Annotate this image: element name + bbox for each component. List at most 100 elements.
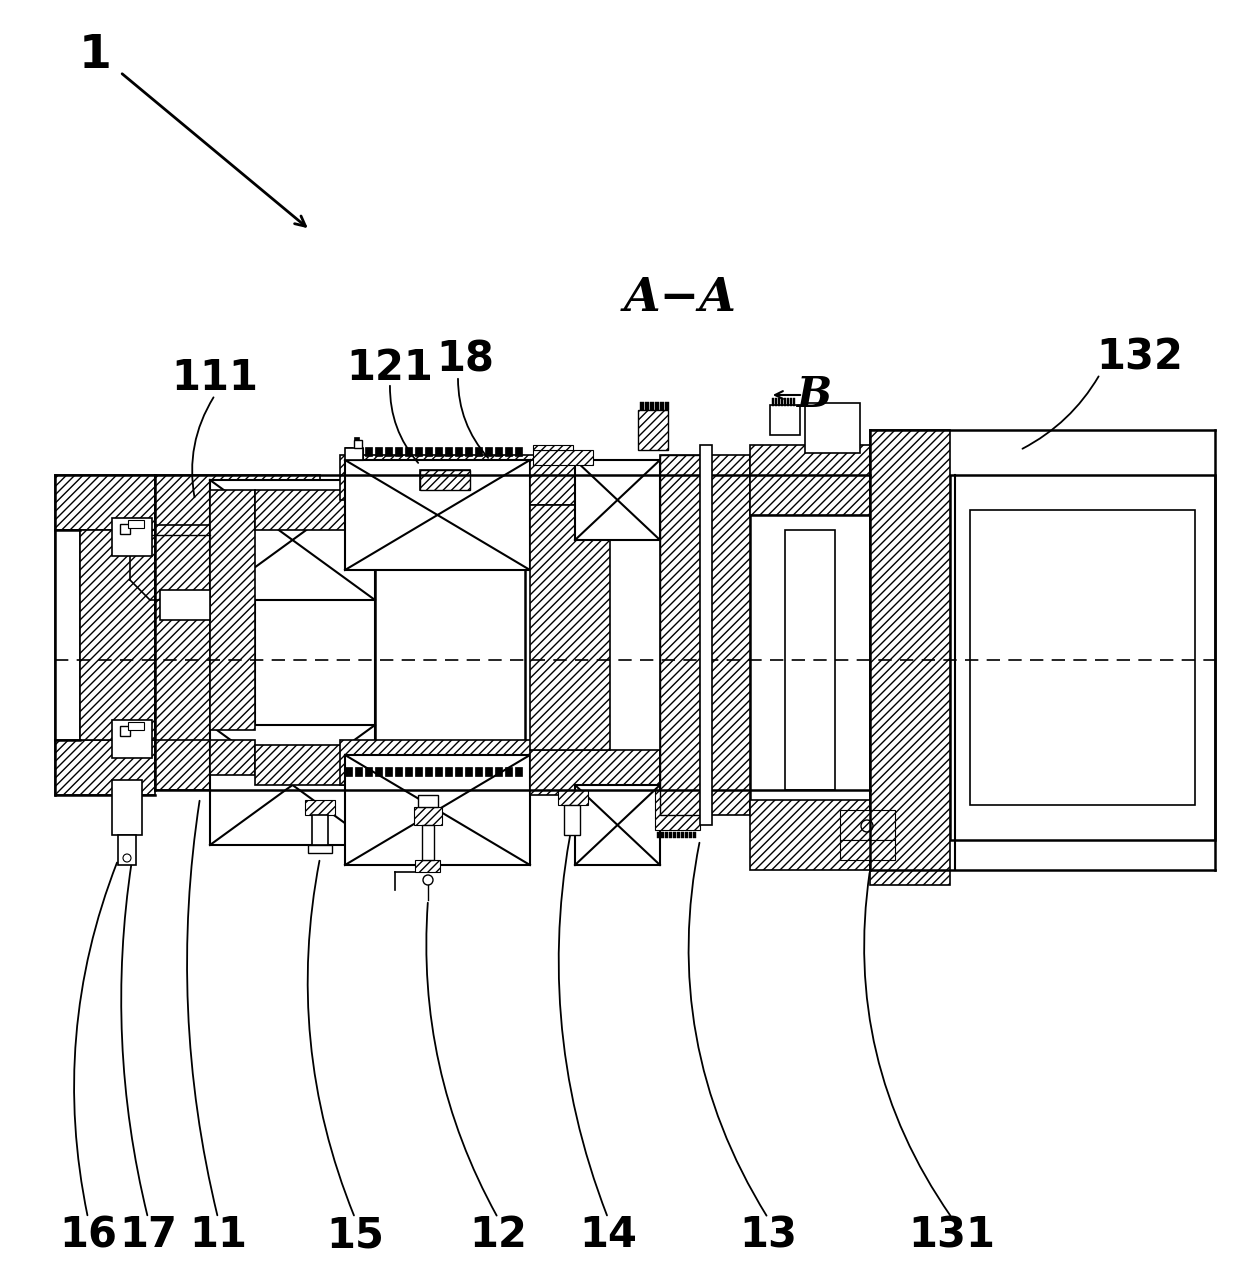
Bar bbox=[485, 768, 492, 776]
Bar bbox=[355, 448, 362, 456]
Bar bbox=[414, 807, 441, 825]
Bar bbox=[475, 448, 482, 456]
Bar bbox=[415, 448, 422, 456]
Bar bbox=[340, 455, 539, 500]
Bar bbox=[255, 490, 374, 530]
Bar bbox=[384, 448, 392, 456]
Text: 14: 14 bbox=[579, 1214, 637, 1256]
Bar bbox=[515, 768, 522, 776]
Bar bbox=[677, 833, 680, 838]
Bar bbox=[870, 430, 950, 885]
Bar bbox=[773, 398, 774, 405]
Bar bbox=[81, 530, 155, 740]
Bar bbox=[655, 790, 701, 830]
Bar bbox=[55, 530, 81, 740]
Bar bbox=[645, 402, 649, 411]
Bar bbox=[529, 505, 610, 750]
Bar bbox=[639, 411, 668, 450]
Bar bbox=[255, 530, 374, 745]
Bar bbox=[155, 740, 320, 790]
Text: 15: 15 bbox=[326, 1214, 384, 1256]
Bar bbox=[365, 768, 372, 776]
Text: 1: 1 bbox=[78, 32, 112, 78]
Bar bbox=[445, 448, 453, 456]
Bar bbox=[970, 510, 1195, 805]
Bar bbox=[529, 750, 660, 796]
Bar bbox=[750, 515, 870, 805]
Bar bbox=[750, 799, 870, 870]
Bar bbox=[693, 833, 696, 838]
Bar bbox=[808, 405, 857, 450]
Bar bbox=[665, 833, 668, 838]
Bar bbox=[210, 490, 255, 731]
Bar bbox=[112, 720, 153, 759]
Bar bbox=[750, 445, 870, 515]
Bar bbox=[785, 530, 835, 790]
Bar bbox=[787, 398, 789, 405]
Text: 18: 18 bbox=[436, 339, 494, 381]
Bar bbox=[575, 460, 660, 541]
Bar bbox=[445, 768, 453, 776]
Text: 111: 111 bbox=[171, 357, 258, 399]
Bar bbox=[670, 833, 672, 838]
Bar bbox=[684, 833, 688, 838]
Bar bbox=[210, 479, 374, 601]
Bar bbox=[660, 455, 750, 815]
Bar bbox=[455, 448, 463, 456]
Bar bbox=[345, 448, 352, 456]
Bar bbox=[435, 768, 441, 776]
Bar bbox=[777, 398, 780, 405]
Text: 12: 12 bbox=[469, 1214, 527, 1256]
Text: A−A: A−A bbox=[624, 275, 737, 321]
Bar bbox=[365, 448, 372, 456]
Bar bbox=[120, 725, 130, 736]
Bar bbox=[396, 768, 402, 776]
Bar bbox=[515, 448, 522, 456]
Bar bbox=[465, 448, 472, 456]
Bar bbox=[396, 448, 402, 456]
Bar bbox=[665, 402, 670, 411]
Bar bbox=[422, 825, 434, 861]
Bar bbox=[345, 448, 363, 460]
Bar bbox=[661, 833, 663, 838]
Bar bbox=[773, 408, 797, 432]
Bar bbox=[475, 768, 482, 776]
Bar bbox=[495, 448, 502, 456]
Bar bbox=[210, 740, 255, 775]
Bar bbox=[355, 768, 362, 776]
Bar bbox=[558, 790, 588, 805]
Text: 131: 131 bbox=[909, 1214, 996, 1256]
Bar bbox=[650, 402, 653, 411]
Bar bbox=[784, 398, 786, 405]
Bar bbox=[305, 799, 335, 815]
Bar bbox=[790, 398, 792, 405]
Bar bbox=[505, 448, 512, 456]
Bar bbox=[505, 768, 512, 776]
Bar bbox=[55, 740, 155, 796]
Text: 132: 132 bbox=[1096, 337, 1183, 379]
Bar bbox=[420, 470, 470, 490]
Bar bbox=[655, 402, 658, 411]
Bar bbox=[425, 768, 432, 776]
Bar bbox=[775, 398, 777, 405]
Bar bbox=[405, 768, 412, 776]
Bar bbox=[533, 450, 593, 465]
Bar bbox=[950, 476, 1215, 840]
Bar bbox=[640, 402, 644, 411]
Bar bbox=[701, 445, 712, 825]
Bar bbox=[112, 780, 143, 835]
Bar bbox=[689, 833, 692, 838]
Bar bbox=[657, 833, 660, 838]
Bar bbox=[805, 403, 861, 453]
Bar bbox=[374, 541, 525, 785]
Bar bbox=[529, 460, 660, 505]
Bar bbox=[345, 448, 363, 460]
Bar bbox=[794, 398, 795, 405]
Bar bbox=[374, 768, 382, 776]
Bar bbox=[485, 448, 492, 456]
Bar bbox=[120, 524, 130, 534]
Text: 13: 13 bbox=[739, 1214, 797, 1256]
Bar bbox=[418, 796, 438, 807]
Bar bbox=[673, 833, 676, 838]
Bar bbox=[345, 460, 529, 570]
